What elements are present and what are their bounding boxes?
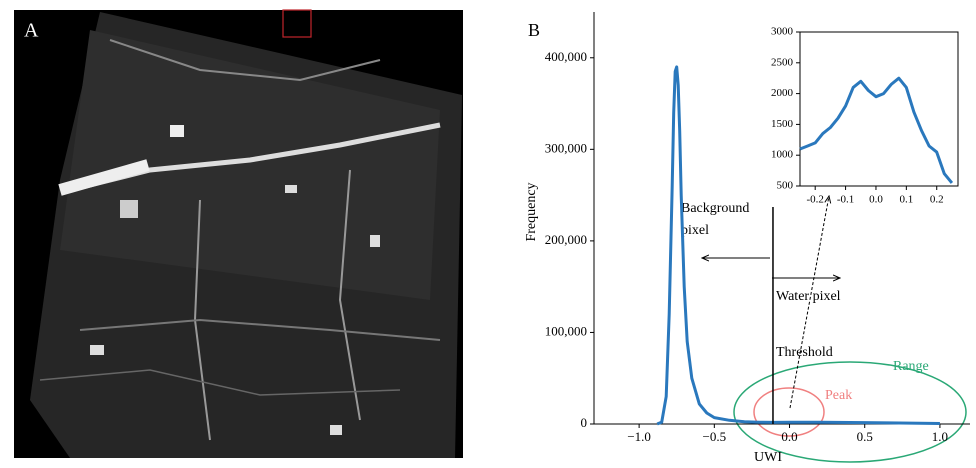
x-tick-label: 0.2 bbox=[930, 194, 944, 206]
inset-chart: -0.2 -0.1 0.0 0.1 0.2 500 1000 1500 2000 2500 3000 bbox=[771, 26, 959, 206]
y-tick-label: 300,000 bbox=[545, 140, 587, 155]
annotation: Threshold bbox=[776, 345, 833, 360]
y-tick-label: 500 bbox=[777, 180, 794, 192]
y-tick-label: 100,000 bbox=[545, 323, 587, 338]
x-axis-label: UWI bbox=[754, 450, 782, 465]
satellite-image bbox=[30, 12, 462, 458]
panel-label: B bbox=[528, 20, 540, 40]
x-tick-label: -0.1 bbox=[837, 194, 854, 206]
data-line bbox=[799, 76, 954, 184]
peak-ellipse bbox=[753, 387, 825, 437]
annotation: Water pixel bbox=[776, 289, 841, 304]
annotation: Peak bbox=[825, 388, 852, 403]
y-tick-label: 1500 bbox=[771, 118, 794, 130]
y-tick-label: 200,000 bbox=[545, 232, 587, 247]
x-tick-label: 0.0 bbox=[869, 194, 883, 206]
arrow bbox=[789, 196, 829, 409]
x-tick-label: −1.0 bbox=[627, 429, 651, 444]
x-tick-label: 0.1 bbox=[899, 194, 913, 206]
y-tick-label: 0 bbox=[581, 415, 588, 430]
range-ellipse bbox=[733, 361, 967, 463]
highlight-box bbox=[282, 9, 312, 38]
inset-frame bbox=[799, 31, 959, 187]
x-tick-label: −0.5 bbox=[703, 429, 727, 444]
x-tick-label: -0.2 bbox=[806, 194, 823, 206]
y-tick-label: 2500 bbox=[771, 56, 794, 68]
y-tick-label: 2000 bbox=[771, 87, 794, 99]
x-tick-label: 1.0 bbox=[932, 429, 948, 444]
main-chart: −1.0 −0.5 0.0 0.5 1.0 0 100,000 200,000 300,000 4… bbox=[545, 12, 970, 444]
y-tick-label: 1000 bbox=[771, 149, 794, 161]
x-tick-label: 0.5 bbox=[857, 429, 873, 444]
annotation: Background pixel bbox=[681, 201, 750, 238]
x-tick-label: 0.0 bbox=[781, 429, 797, 444]
panel-label: A bbox=[24, 20, 39, 42]
annotation-text: Background pixel bbox=[681, 201, 750, 238]
y-tick-label: 400,000 bbox=[545, 49, 587, 64]
data-line bbox=[656, 65, 940, 426]
y-axis-label: Frequency bbox=[524, 182, 539, 241]
y-tick-label: 3000 bbox=[771, 26, 794, 38]
annotation: Range bbox=[893, 359, 929, 374]
